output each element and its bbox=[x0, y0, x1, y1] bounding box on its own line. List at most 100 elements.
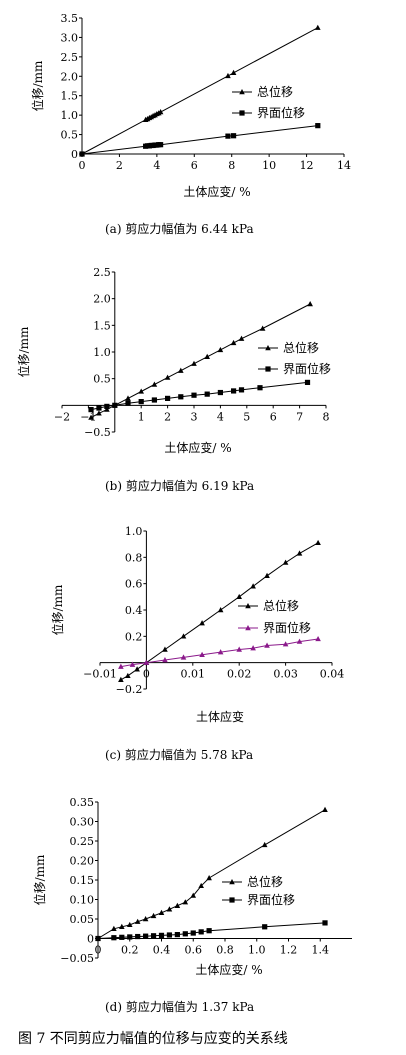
data-point-d-0 bbox=[166, 906, 173, 912]
legend-marker-d-0 bbox=[229, 879, 235, 885]
data-point-b-0 bbox=[191, 360, 197, 366]
chart-caption-d: (d) 剪应力幅值为 1.37 kPa bbox=[105, 999, 254, 1014]
data-point-d-1 bbox=[206, 928, 212, 934]
series-line-b-0 bbox=[90, 303, 311, 419]
data-point-b-0 bbox=[238, 335, 245, 341]
data-point-d-0 bbox=[322, 806, 328, 812]
data-point-d-0 bbox=[261, 841, 268, 848]
x-tick-label-b: 1 bbox=[138, 410, 145, 423]
chart-panel-c: −0.2 0.2 0.4 0.6 0.8 1.0 −0.01 0 0.01 0.02 0.03 0.0… bbox=[50, 525, 344, 762]
y-tick-label-b: 2.0 bbox=[93, 293, 111, 306]
y-tick-label-a: 1.0 bbox=[61, 109, 79, 122]
data-point-c-0 bbox=[217, 607, 224, 613]
data-point-d-0 bbox=[190, 892, 197, 898]
x-tick-label-b: 2 bbox=[164, 410, 171, 423]
data-point-d-0 bbox=[126, 921, 133, 928]
series-line-c-0 bbox=[120, 542, 319, 681]
data-point-b-1 bbox=[257, 385, 263, 391]
legend-marker-b-0 bbox=[265, 345, 271, 351]
x-tick-label-c: 0.02 bbox=[227, 668, 252, 681]
data-point-d-1 bbox=[166, 932, 173, 938]
legend-label-d-0: 总位移 bbox=[247, 874, 283, 889]
x-tick-label-b: 8 bbox=[323, 410, 330, 423]
data-point-c-0 bbox=[125, 672, 131, 679]
series-line-b-1 bbox=[90, 381, 308, 411]
legend-marker-a-0 bbox=[239, 89, 245, 95]
data-point-b-1 bbox=[165, 395, 171, 401]
data-point-c-1 bbox=[236, 646, 242, 652]
data-point-d-1 bbox=[322, 920, 328, 926]
y-axis-label-c: 位移/mm bbox=[50, 584, 65, 635]
figure-caption: 图 7 不同剪应力幅值的位移与应变的关系线 bbox=[18, 1030, 288, 1047]
data-point-b-0 bbox=[125, 395, 131, 401]
data-point-d-1 bbox=[174, 932, 180, 938]
x-tick-label-b: 7 bbox=[296, 410, 303, 423]
x-axis-label-a: 土体应变/ % bbox=[183, 184, 250, 199]
x-axis-label-d: 土体应变/ % bbox=[195, 962, 262, 977]
data-point-d-0 bbox=[206, 875, 212, 881]
legend-label-c-1: 界面位移 bbox=[263, 620, 311, 635]
y-tick-label-d: 0.10 bbox=[70, 894, 95, 907]
y-tick-label-a: 3.5 bbox=[61, 12, 79, 25]
series-line-d-0 bbox=[97, 809, 326, 939]
y-tick-label-a: 3.0 bbox=[61, 31, 79, 44]
y-tick-label-d: 0.20 bbox=[70, 855, 95, 868]
data-point-d-0 bbox=[182, 899, 189, 905]
data-point-c-1 bbox=[315, 635, 321, 642]
data-point-c-0 bbox=[199, 620, 205, 626]
data-point-d-1 bbox=[198, 929, 204, 935]
data-point-b-1 bbox=[88, 407, 94, 413]
data-point-b-0 bbox=[217, 346, 224, 353]
data-point-b-0 bbox=[96, 410, 102, 416]
x-tick-label-d: 1.0 bbox=[248, 944, 266, 957]
y-tick-label-d: 0.25 bbox=[70, 835, 95, 848]
x-tick-label-d: 0.2 bbox=[121, 944, 139, 957]
x-tick-label-c: 0.01 bbox=[181, 668, 206, 681]
y-tick-label-c: 0.2 bbox=[125, 630, 143, 643]
data-point-d-0 bbox=[198, 882, 204, 889]
data-point-c-0 bbox=[118, 676, 124, 682]
data-point-d-0 bbox=[150, 912, 157, 919]
data-point-b-0 bbox=[104, 406, 110, 412]
data-point-c-1 bbox=[250, 645, 256, 651]
x-tick-label-d: 1.4 bbox=[312, 944, 330, 957]
x-tick-label-c: 0.03 bbox=[273, 668, 298, 681]
data-point-b-1 bbox=[96, 405, 102, 411]
data-point-c-1 bbox=[180, 654, 187, 660]
data-point-b-1 bbox=[238, 387, 245, 393]
x-tick-label-b: −1 bbox=[80, 410, 96, 423]
data-point-b-1 bbox=[138, 399, 144, 405]
data-point-b-0 bbox=[178, 367, 184, 373]
data-point-a-0 bbox=[315, 24, 321, 30]
x-tick-label-d: 1.2 bbox=[280, 944, 298, 957]
x-tick-label-d: 0 bbox=[95, 944, 102, 957]
data-point-d-1 bbox=[119, 934, 125, 940]
x-tick-label-a: 4 bbox=[153, 159, 160, 172]
series-line-a-1 bbox=[81, 125, 318, 155]
y-tick-label-b: 2.5 bbox=[93, 266, 111, 279]
data-point-c-1 bbox=[282, 641, 289, 647]
data-point-a-1 bbox=[315, 123, 321, 129]
legend-label-b-0: 总位移 bbox=[283, 340, 319, 355]
data-point-c-0 bbox=[236, 593, 242, 600]
data-point-b-0 bbox=[88, 414, 94, 420]
legend-marker-c-1 bbox=[245, 625, 251, 631]
y-tick-label-d: 0 bbox=[87, 933, 94, 946]
y-axis-label-a: 位移/mm bbox=[30, 60, 45, 111]
y-tick-label-c: 1.0 bbox=[125, 525, 143, 538]
data-point-c-1 bbox=[199, 651, 205, 657]
data-point-d-1 bbox=[150, 933, 157, 939]
data-point-d-0 bbox=[142, 916, 149, 922]
data-point-c-0 bbox=[250, 583, 256, 589]
legend-marker-c-0 bbox=[245, 603, 251, 609]
y-tick-label-b: 1.5 bbox=[93, 319, 111, 332]
x-tick-label-b: −2 bbox=[54, 410, 70, 423]
legend-label-c-0: 总位移 bbox=[263, 598, 299, 613]
data-point-a-1 bbox=[225, 133, 231, 139]
x-tick-label-d: 0.6 bbox=[185, 944, 203, 957]
x-axis-label-b: 土体应变/ % bbox=[164, 440, 231, 455]
data-point-d-0 bbox=[119, 923, 125, 929]
x-tick-label-c: 0.04 bbox=[320, 668, 345, 681]
